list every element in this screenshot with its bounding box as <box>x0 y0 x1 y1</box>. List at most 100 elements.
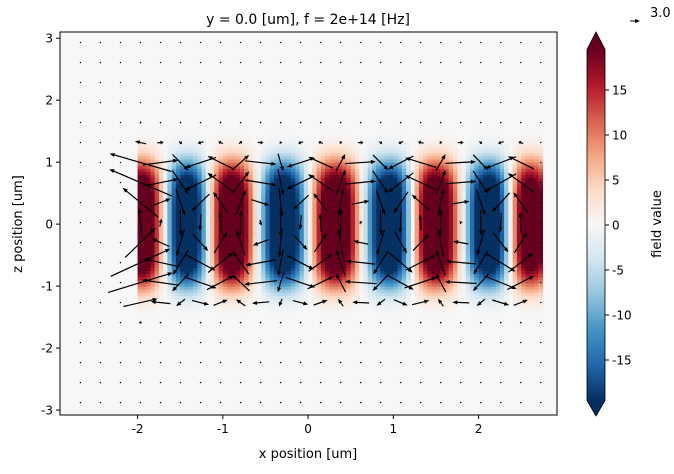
heatmap-cell <box>150 292 156 296</box>
heatmap-cell <box>158 227 164 231</box>
heatmap-cell <box>214 174 220 179</box>
heatmap-cell <box>380 186 386 191</box>
heatmap-cell <box>435 248 441 253</box>
heatmap-cell <box>137 270 143 275</box>
heatmap-cell <box>448 273 454 278</box>
heatmap-cell <box>269 134 275 138</box>
heatmap-cell <box>312 186 318 191</box>
heatmap-cell <box>393 137 399 141</box>
heatmap-cell <box>435 221 441 225</box>
heatmap-cell <box>239 252 245 256</box>
heatmap-cell <box>516 267 522 272</box>
heatmap-cell <box>499 193 505 197</box>
heatmap-cell <box>427 289 433 293</box>
heatmap-cell <box>504 304 509 309</box>
heatmap-cell <box>461 177 467 182</box>
heatmap-cell <box>367 307 373 312</box>
heatmap-cell <box>231 289 237 293</box>
heatmap-cell <box>384 171 390 175</box>
heatmap-cell <box>418 276 424 281</box>
heatmap-cell <box>261 248 266 253</box>
heatmap-cell <box>299 286 305 290</box>
heatmap-cell <box>150 146 156 151</box>
heatmap-cell <box>359 214 364 219</box>
heatmap-cell <box>146 149 151 154</box>
heatmap-cell <box>478 295 484 299</box>
heatmap-cell <box>320 289 326 293</box>
heatmap-cell <box>418 146 424 151</box>
heatmap-cell <box>201 307 207 312</box>
heatmap-cell <box>333 301 339 306</box>
heatmap-cell <box>175 155 181 160</box>
heatmap-cell <box>470 202 475 206</box>
heatmap-cell <box>444 199 450 203</box>
heatmap-cell <box>278 307 283 312</box>
heatmap-cell <box>470 171 475 175</box>
heatmap-cell <box>478 248 484 253</box>
heatmap-cell <box>171 227 177 231</box>
heatmap-cell <box>423 264 428 268</box>
heatmap-cell <box>269 221 275 225</box>
heatmap-cell <box>487 245 492 250</box>
heatmap-cell <box>308 252 313 256</box>
heatmap-cell <box>465 143 471 148</box>
heatmap-cell <box>150 205 156 210</box>
heatmap-cell <box>427 261 433 265</box>
heatmap-cell <box>180 230 185 234</box>
heatmap-cell <box>363 267 369 272</box>
heatmap-cell <box>141 295 147 299</box>
heatmap-cell <box>163 239 168 244</box>
heatmap-cell <box>372 236 377 241</box>
heatmap-cell <box>205 248 211 253</box>
heatmap-cell <box>482 252 488 256</box>
heatmap-cell <box>269 202 275 206</box>
heatmap-cell <box>218 267 224 272</box>
heatmap-cell <box>316 196 322 200</box>
heatmap-cell <box>197 190 203 194</box>
heatmap-cell <box>295 159 301 163</box>
heatmap-cell <box>414 236 420 241</box>
heatmap-cell <box>171 292 177 296</box>
heatmap-cell <box>184 286 190 290</box>
heatmap-cell <box>325 196 330 200</box>
heatmap-cell <box>218 295 224 299</box>
heatmap-cell <box>418 236 424 241</box>
heatmap-cell <box>516 196 522 200</box>
heatmap-cell <box>205 227 211 231</box>
heatmap-cell <box>495 252 501 256</box>
heatmap-cell <box>367 233 373 237</box>
heatmap-cell <box>320 230 326 234</box>
heatmap-cell <box>175 245 181 250</box>
heatmap-cell <box>329 211 335 216</box>
heatmap-cell <box>414 152 420 157</box>
heatmap-cell <box>372 208 377 213</box>
heatmap-cell <box>137 165 143 169</box>
heatmap-cell <box>401 233 407 237</box>
heatmap-cell <box>197 196 203 200</box>
heatmap-cell <box>359 248 364 253</box>
heatmap-cell <box>453 155 458 160</box>
heatmap-cell <box>184 304 190 309</box>
heatmap-cell <box>227 159 232 163</box>
heatmap-cell <box>372 258 377 262</box>
heatmap-cell <box>320 227 326 231</box>
heatmap-cell <box>491 177 497 182</box>
heatmap-cell <box>406 146 411 151</box>
heatmap-cell <box>333 137 339 141</box>
heatmap-cell <box>184 174 190 179</box>
heatmap-cell <box>474 298 480 303</box>
heatmap-cell <box>320 301 326 306</box>
heatmap-cell <box>158 242 164 247</box>
heatmap-cell <box>333 304 339 309</box>
heatmap-cell <box>282 248 288 253</box>
heatmap-cell <box>141 217 147 222</box>
heatmap-cell <box>504 152 509 157</box>
heatmap-cell <box>312 236 318 241</box>
heatmap-cell <box>184 159 190 163</box>
heatmap-cell <box>342 146 347 151</box>
heatmap-cell <box>474 307 480 312</box>
heatmap-cell <box>180 177 185 182</box>
heatmap-cell <box>193 208 198 213</box>
heatmap-cell <box>308 258 313 262</box>
heatmap-cell <box>299 279 305 284</box>
